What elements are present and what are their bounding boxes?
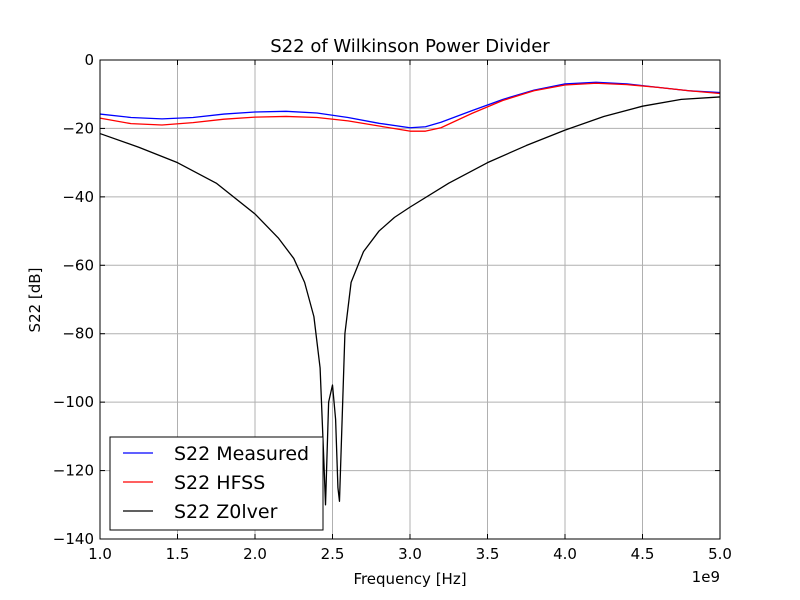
- x-offset-label: 1e9: [692, 568, 720, 586]
- x-tick-label: 3.5: [476, 545, 500, 563]
- x-tick-label: 1.0: [88, 545, 112, 563]
- series-line-s22-measured: [99, 81, 721, 129]
- legend-label-s22-z0lver: S22 Z0lver: [174, 501, 278, 523]
- x-tick-label: 3.0: [398, 545, 422, 563]
- series-layer: [99, 81, 721, 506]
- x-tick-label: 5.0: [708, 545, 732, 563]
- y-tick-label: −20: [62, 119, 94, 137]
- x-axis-label: Frequency [Hz]: [353, 570, 466, 588]
- x-tick-label: 2.5: [321, 545, 345, 563]
- x-tick-label: 1.5: [166, 545, 190, 563]
- y-tick-label: −60: [62, 256, 94, 274]
- legend-label-s22-hfss: S22 HFSS: [174, 472, 265, 494]
- legend: S22 Measured S22 HFSS S22 Z0lver: [109, 436, 324, 531]
- y-tick-label: 0: [84, 51, 94, 69]
- x-tick-label: 2.0: [243, 545, 267, 563]
- x-tick-label: 4.5: [631, 545, 655, 563]
- x-tick-label: 4.0: [553, 545, 577, 563]
- y-tick-label: −120: [53, 462, 94, 480]
- y-tick-labels: 0 −20 −40 −60 −80 −100 −120 −140: [53, 51, 94, 548]
- tick-marks: [99, 59, 721, 540]
- chart-title: S22 of Wilkinson Power Divider: [270, 36, 550, 57]
- x-tick-labels: 1.0 1.5 2.0 2.5 3.0 3.5 4.0 4.5 5.0: [88, 545, 732, 563]
- y-tick-label: −100: [53, 393, 94, 411]
- y-tick-label: −140: [53, 530, 94, 548]
- legend-label-s22-measured: S22 Measured: [174, 443, 309, 465]
- y-tick-label: −80: [62, 325, 94, 343]
- y-axis-label: S22 [dB]: [26, 268, 44, 333]
- y-tick-label: −40: [62, 188, 94, 206]
- series-line-s22-hfss: [99, 82, 721, 132]
- series-line-s22-z0lver: [99, 96, 721, 506]
